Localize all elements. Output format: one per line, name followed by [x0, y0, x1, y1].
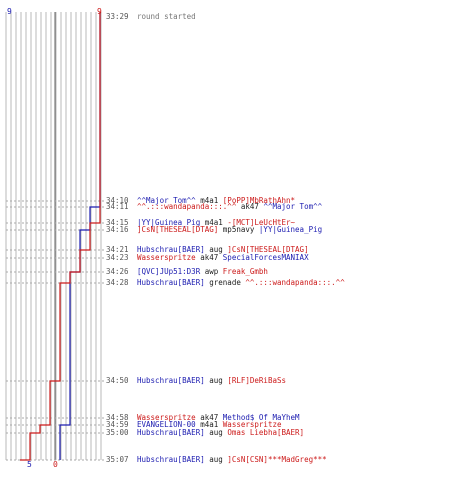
round-start-time: 33:29 [106, 12, 129, 21]
event-time: 34:15 [106, 218, 129, 227]
event-victim: Freak_Gmbh [222, 267, 268, 276]
event-weapon: mp5navy [218, 225, 259, 234]
event-weapon: aug [204, 376, 228, 385]
event-row: |YY|Guinea_Pig m4a1 -[MCT]LeUcHtEr~ [137, 218, 295, 227]
event-weapon: awp [200, 267, 223, 276]
event-victim: Wasserspritze [222, 420, 282, 429]
event-row: EVANGELION-00 m4a1 Wasserspritze [137, 420, 282, 429]
event-row: Hubschrau[BAER] aug [RLF]DeRiBaSs [137, 376, 286, 385]
event-victim: Omas Liebha[BAER] [227, 428, 305, 437]
red-score-step-line [20, 12, 101, 461]
event-victim: |YY|Guinea_Pig [258, 225, 323, 234]
event-row: Hubschrau[BAER] aug ]CsN[CSN]***MadGreg*… [137, 455, 327, 464]
event-victim: [RLF]DeRiBaSs [227, 376, 287, 385]
event-victim: ]CsN[CSN]***MadGreg*** [227, 455, 327, 464]
event-time: 34:58 [106, 413, 129, 422]
round-start-note: round started [137, 12, 196, 21]
event-weapon: ak47 [195, 413, 223, 422]
event-time: 34:50 [106, 376, 129, 385]
event-time: 34:59 [106, 420, 129, 429]
red-start-score: 9 [97, 7, 102, 16]
event-time: 34:11 [106, 202, 129, 211]
event-row: Hubschrau[BAER] aug ]CsN[THESEAL[DTAG] [137, 245, 309, 254]
event-victim: ^^.:::wandapanda:::.^^ [245, 278, 345, 287]
event-killer: ]CsN[THESEAL[DTAG] [137, 225, 219, 234]
event-time: 34:28 [106, 278, 129, 287]
event-killer: EVANGELION-00 [137, 420, 196, 429]
event-victim: SpecialForcesMANIAX [222, 253, 309, 262]
event-victim: [PoPP]MbRathAhn* [222, 196, 296, 205]
event-killer: Hubschrau[BAER] [137, 278, 205, 287]
blue-start-score: 9 [7, 7, 12, 16]
event-time: 34:26 [106, 267, 129, 276]
event-row: ^^.:::wandapanda:::.^^ ak47 ^^Major Tom^… [137, 202, 322, 211]
event-weapon: m4a1 [195, 196, 223, 205]
event-victim: -[MCT]LeUcHtEr~ [227, 218, 296, 227]
event-killer: ^^.:::wandapanda:::.^^ [137, 202, 237, 211]
event-time: 34:10 [106, 196, 129, 205]
event-victim: ]CsN[THESEAL[DTAG] [227, 245, 309, 254]
event-weapon: ak47 [195, 253, 223, 262]
event-row: Hubschrau[BAER] grenade ^^.:::wandapanda… [137, 278, 345, 287]
event-weapon: grenade [204, 278, 246, 287]
event-victim: Method$ Of MaYheM [222, 413, 300, 422]
event-time: 35:07 [106, 455, 129, 464]
event-row: ^^Major Tom^^ m4a1 [PoPP]MbRathAhn* [137, 196, 295, 205]
event-time: 34:21 [106, 245, 129, 254]
event-killer: Wasserspritze [137, 413, 196, 422]
event-victim: ^^Major Tom^^ [263, 202, 323, 211]
event-time: 34:23 [106, 253, 129, 262]
event-row: Wasserspritze ak47 SpecialForcesMANIAX [137, 253, 309, 262]
event-killer: Wasserspritze [137, 253, 196, 262]
event-killer: Hubschrau[BAER] [137, 428, 205, 437]
event-weapon: m4a1 [200, 218, 228, 227]
blue-end-score: 5 [27, 460, 32, 469]
event-row: Hubschrau[BAER] aug Omas Liebha[BAER] [137, 428, 304, 437]
event-weapon: aug [204, 245, 228, 254]
event-killer: Hubschrau[BAER] [137, 455, 205, 464]
event-killer: Hubschrau[BAER] [137, 376, 205, 385]
event-killer: ^^Major Tom^^ [137, 196, 196, 205]
event-weapon: m4a1 [195, 420, 223, 429]
event-killer: |YY|Guinea_Pig [137, 218, 201, 227]
event-time: 34:16 [106, 225, 129, 234]
event-killer: [QVC]JUp51:D3R [137, 267, 201, 276]
red-end-score: 0 [53, 460, 58, 469]
event-row: [QVC]JUp51:D3R awp Freak_Gmbh [137, 267, 268, 276]
event-weapon: aug [204, 428, 228, 437]
event-weapon: aug [204, 455, 228, 464]
event-row: Wasserspritze ak47 Method$ Of MaYheM [137, 413, 300, 422]
event-time: 35:00 [106, 428, 129, 437]
event-row: ]CsN[THESEAL[DTAG] mp5navy |YY|Guinea_Pi… [137, 225, 322, 234]
event-killer: Hubschrau[BAER] [137, 245, 205, 254]
event-weapon: ak47 [236, 202, 264, 211]
